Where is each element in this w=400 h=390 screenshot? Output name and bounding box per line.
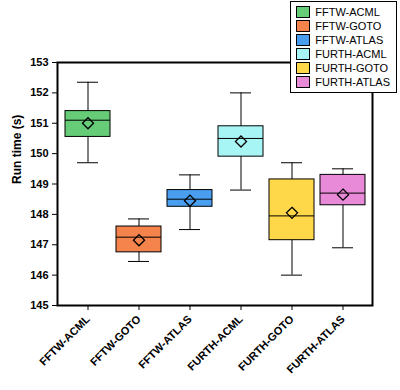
svg-text:152: 152 [30, 86, 48, 98]
html-text:FFTW-GOTO: FFTW-GOTO [315, 20, 382, 32]
html-text:FFTW-ACML: FFTW-ACML [315, 6, 380, 18]
svg-text:153: 153 [30, 56, 48, 68]
svg-text:FFTW-ATLAS: FFTW-ATLAS [136, 313, 194, 371]
svg-text:147: 147 [30, 238, 48, 250]
svg-text:145: 145 [30, 299, 48, 311]
svg-text:FURTH-ACML: FURTH-ACML [185, 312, 245, 373]
svg-text:FFTW-GOTO: FFTW-GOTO [88, 312, 144, 368]
svg-text:148: 148 [30, 208, 48, 220]
html-text:FURTH-ATLAS: FURTH-ATLAS [315, 76, 390, 88]
svg-text:150: 150 [30, 147, 48, 159]
svg-text:FFTW-ACML: FFTW-ACML [37, 313, 92, 368]
svg-text:146: 146 [30, 269, 48, 281]
svg-text:151: 151 [30, 117, 48, 129]
svg-text:FURTH-ATLAS: FURTH-ATLAS [284, 313, 347, 376]
html-text:FURTH-ACML: FURTH-ACML [315, 48, 387, 60]
svg-text:FURTH-GOTO: FURTH-GOTO [235, 312, 296, 373]
svg-text:Run time (s): Run time (s) [10, 115, 24, 184]
html-text:FFTW-ATLAS: FFTW-ATLAS [315, 34, 384, 46]
svg-text:149: 149 [30, 178, 48, 190]
html-text:FURTH-GOTO: FURTH-GOTO [315, 62, 389, 74]
